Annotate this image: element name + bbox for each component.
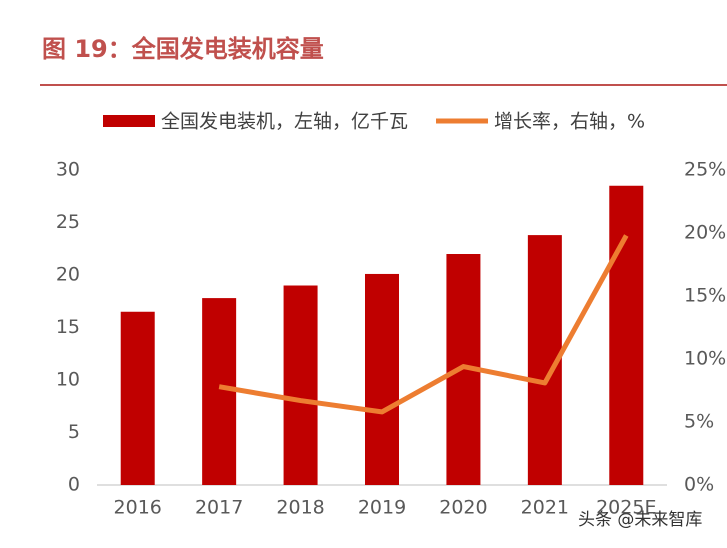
y2-tick-label: 10%: [684, 348, 726, 370]
y-tick-label: 5: [68, 421, 80, 443]
legend-label: 全国发电装机，左轴，亿千瓦: [161, 111, 408, 133]
y-tick-label: 10: [56, 369, 80, 391]
legend-swatch: [103, 115, 155, 127]
y2-tick-label: 25%: [684, 159, 726, 181]
x-tick-label: 2018: [276, 497, 324, 519]
bar: [283, 285, 318, 485]
bar: [365, 273, 399, 485]
x-tick-label: 2025E: [596, 497, 656, 519]
y2-tick-label: 5%: [684, 411, 714, 433]
y2-tick-label: 15%: [684, 285, 726, 307]
bar: [609, 185, 644, 485]
bar: [202, 298, 237, 485]
y2-tick-label: 0%: [684, 474, 714, 496]
y2-tick-label: 20%: [684, 222, 726, 244]
x-tick-label: 2017: [195, 497, 243, 519]
legend-label: 增长率，右轴，%: [494, 111, 645, 133]
x-tick-label: 2016: [114, 497, 162, 519]
bar: [120, 311, 155, 485]
x-tick-label: 2021: [521, 497, 569, 519]
watermark: 头条 @未来智库: [578, 510, 702, 530]
line: [218, 234, 629, 415]
y-tick-label: 20: [56, 264, 80, 286]
y-tick-label: 25: [56, 211, 80, 233]
y-tick-label: 30: [56, 159, 80, 181]
y-tick-label: 0: [68, 474, 80, 496]
x-tick-label: 2020: [439, 497, 487, 519]
chart-title: 图 19：全国发电装机容量: [42, 35, 324, 63]
x-tick-label: 2019: [358, 497, 406, 519]
y-tick-label: 15: [56, 316, 80, 338]
